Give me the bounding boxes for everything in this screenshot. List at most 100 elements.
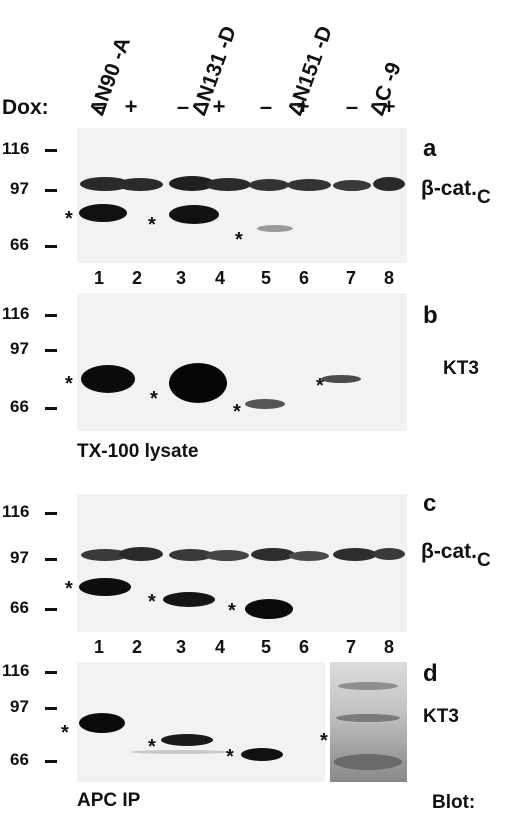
band bbox=[289, 551, 329, 561]
asterisk-c-lane-1: * bbox=[65, 578, 73, 600]
antibody-sub-a: C bbox=[477, 187, 491, 208]
antibody-label-d: KT3 bbox=[423, 706, 459, 727]
band bbox=[169, 363, 227, 403]
lane-number-4: 4 bbox=[214, 268, 225, 288]
caption-tx100-lysate: TX-100 lysate bbox=[77, 441, 199, 462]
panel-letter-b: b bbox=[423, 302, 438, 329]
lane-number-7: 7 bbox=[345, 268, 356, 288]
band bbox=[119, 547, 163, 561]
mw-marker-116-c: 116 bbox=[2, 502, 30, 521]
mw-tick bbox=[45, 349, 57, 352]
band bbox=[333, 180, 371, 191]
antibody-label-b: KT3 bbox=[443, 358, 479, 379]
band bbox=[334, 754, 402, 770]
panel-letter-c: c bbox=[423, 490, 437, 517]
band bbox=[169, 549, 213, 561]
lane-number-5: 5 bbox=[260, 637, 271, 657]
mw-tick bbox=[45, 608, 57, 611]
asterisk-b-lane-1: * bbox=[65, 373, 73, 395]
band bbox=[163, 592, 215, 607]
antibody-label-a: β-cat.C bbox=[421, 177, 491, 208]
dox-sign-lane-2: + bbox=[124, 94, 138, 119]
mw-tick bbox=[45, 760, 57, 763]
dox-sign-lane-1: – bbox=[92, 94, 106, 119]
asterisk-c-lane-3: * bbox=[148, 591, 156, 613]
antibody-beta-cat-c: β-cat. bbox=[421, 540, 477, 563]
mw-marker-116-b: 116 bbox=[2, 304, 30, 323]
mw-marker-97-b: 97 bbox=[10, 339, 29, 358]
asterisk-a-lane-5: * bbox=[235, 229, 243, 251]
band bbox=[257, 225, 293, 232]
mw-tick bbox=[45, 314, 57, 317]
mw-marker-97-c: 97 bbox=[10, 548, 29, 567]
antibody-beta-cat-a: β-cat. bbox=[421, 177, 477, 200]
dox-sign-lane-8: + bbox=[382, 94, 396, 119]
band bbox=[251, 548, 295, 561]
dox-sign-lane-5: – bbox=[259, 94, 273, 119]
band bbox=[80, 177, 130, 191]
band bbox=[205, 550, 249, 561]
band bbox=[245, 399, 285, 409]
band bbox=[336, 714, 400, 722]
mw-marker-116-a: 116 bbox=[2, 139, 30, 158]
lane-number-8: 8 bbox=[383, 637, 394, 657]
asterisk-b-lane-7: * bbox=[316, 375, 324, 397]
dox-sign-lane-7: – bbox=[345, 94, 359, 119]
dox-sign-lane-6: + bbox=[296, 94, 310, 119]
asterisk-a-lane-3: * bbox=[148, 214, 156, 236]
lane-number-2: 2 bbox=[131, 637, 142, 657]
band bbox=[161, 734, 213, 746]
band bbox=[81, 365, 135, 393]
blot-label: Blot: bbox=[432, 792, 476, 813]
asterisk-d-lane-7: * bbox=[320, 730, 328, 752]
band bbox=[81, 549, 129, 561]
band bbox=[245, 599, 293, 619]
band bbox=[169, 205, 219, 224]
lane-number-3: 3 bbox=[175, 637, 186, 657]
antibody-sub-c: C bbox=[477, 550, 491, 571]
band bbox=[249, 179, 289, 191]
mw-tick bbox=[45, 512, 57, 515]
lane-number-3: 3 bbox=[175, 268, 186, 288]
band bbox=[131, 750, 231, 754]
band bbox=[241, 748, 283, 761]
lane-number-7: 7 bbox=[345, 637, 356, 657]
band bbox=[333, 548, 377, 561]
band bbox=[205, 178, 251, 191]
dox-sign-lane-4: + bbox=[212, 94, 226, 119]
blot-panel-b bbox=[77, 293, 407, 431]
mw-tick bbox=[45, 671, 57, 674]
band bbox=[79, 204, 127, 222]
dox-sign-lane-3: – bbox=[176, 94, 190, 119]
mw-tick bbox=[45, 149, 57, 152]
mw-marker-66-b: 66 bbox=[10, 397, 29, 416]
lane-number-6: 6 bbox=[298, 637, 309, 657]
mw-tick bbox=[45, 558, 57, 561]
mw-marker-66-c: 66 bbox=[10, 598, 29, 617]
asterisk-d-lane-5: * bbox=[226, 746, 234, 768]
blot-panel-d-inset bbox=[330, 662, 407, 782]
lane-number-4: 4 bbox=[214, 637, 225, 657]
caption-apc-ip: APC IP bbox=[77, 790, 141, 811]
panel-letter-a: a bbox=[423, 135, 437, 162]
asterisk-b-lane-5: * bbox=[233, 401, 241, 423]
mw-tick bbox=[45, 245, 57, 248]
band bbox=[373, 177, 405, 191]
mw-marker-66-d: 66 bbox=[10, 750, 29, 769]
mw-marker-116-d: 116 bbox=[2, 661, 30, 680]
lane-number-1: 1 bbox=[93, 268, 104, 288]
blot-panel-c bbox=[77, 494, 407, 632]
asterisk-d-lane-1: * bbox=[61, 722, 69, 744]
mw-marker-97-d: 97 bbox=[10, 697, 29, 716]
mw-marker-97-a: 97 bbox=[10, 179, 29, 198]
blot-panel-a bbox=[77, 128, 407, 263]
band bbox=[373, 548, 405, 560]
asterisk-d-lane-3: * bbox=[148, 736, 156, 758]
lane-number-5: 5 bbox=[260, 268, 271, 288]
panel-letter-d: d bbox=[423, 660, 438, 687]
band bbox=[287, 179, 331, 191]
band bbox=[169, 176, 215, 191]
asterisk-c-lane-5: * bbox=[228, 600, 236, 622]
antibody-label-c: β-cat.C bbox=[421, 540, 491, 571]
